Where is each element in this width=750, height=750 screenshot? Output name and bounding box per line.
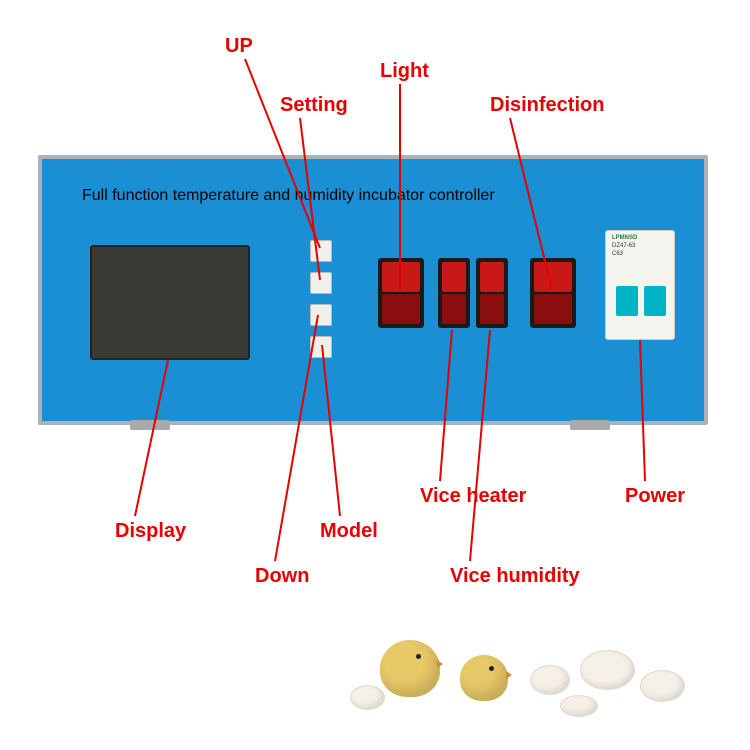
setting-button-3[interactable] [310, 336, 332, 358]
eggshell-2 [580, 650, 635, 690]
rocker-switch-1[interactable] [438, 258, 470, 328]
chick-1 [460, 655, 508, 701]
breaker-model: DZ47-63 [612, 243, 635, 249]
hinge-0 [130, 420, 170, 430]
label-power: Power [625, 485, 685, 508]
label-down: Down [255, 565, 309, 588]
label-disinfection: Disinfection [490, 94, 604, 117]
rocker-switch-2[interactable] [476, 258, 508, 328]
display-screen [90, 245, 250, 360]
label-vice-heater: Vice heater [420, 485, 526, 508]
eggshell-4 [560, 695, 598, 717]
breaker-toggle-1[interactable] [616, 286, 638, 316]
panel-title: Full function temperature and humidity i… [82, 187, 495, 205]
breaker-rating: C63 [612, 251, 623, 257]
breaker-brand: LPMNSD [612, 235, 637, 241]
eggshell-3 [640, 670, 685, 702]
breaker-toggle-2[interactable] [644, 286, 666, 316]
hinge-1 [570, 420, 610, 430]
power-breaker[interactable]: LPMNSD DZ47-63 C63 [605, 230, 675, 340]
label-model: Model [320, 520, 378, 543]
setting-button-0[interactable] [310, 240, 332, 262]
eggshell-1 [530, 665, 570, 695]
label-display: Display [115, 520, 186, 543]
label-light: Light [380, 60, 429, 83]
chick-0 [380, 640, 440, 697]
label-vice-humidity: Vice humidity [450, 565, 580, 588]
setting-button-1[interactable] [310, 272, 332, 294]
label-up: UP [225, 35, 253, 58]
setting-button-2[interactable] [310, 304, 332, 326]
label-setting: Setting [280, 94, 348, 117]
rocker-switch-0[interactable] [378, 258, 424, 328]
rocker-switch-3[interactable] [530, 258, 576, 328]
eggshell-0 [350, 685, 385, 710]
